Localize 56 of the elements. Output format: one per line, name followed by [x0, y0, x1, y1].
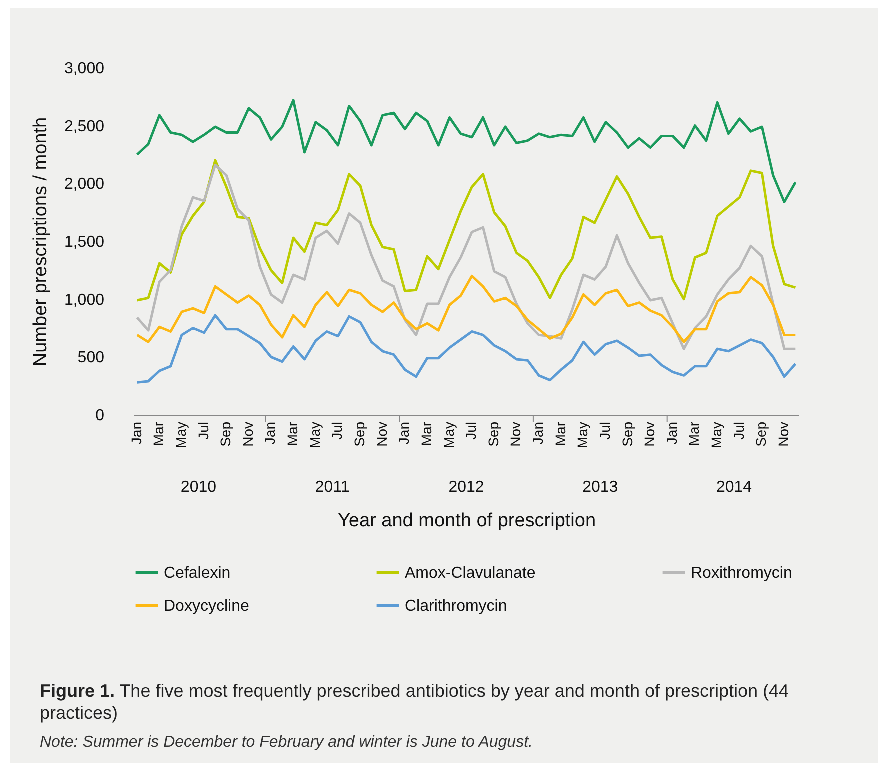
x-tick-label: Mar	[686, 422, 702, 446]
x-tick-label: Nov	[508, 422, 524, 447]
legend-label: Clarithromycin	[405, 598, 508, 615]
x-tick-label: Jul	[463, 422, 480, 440]
x-tick-label: Nov	[240, 422, 256, 447]
x-tick-label: Mar	[150, 422, 167, 446]
legend-label: Amox-Clavulanate	[405, 565, 536, 582]
x-tick-label: Sep	[352, 422, 368, 447]
x-tick-label: Jan	[262, 422, 278, 445]
text: Note: Summer is December to February and winter is June to August.	[40, 734, 533, 752]
x-tick-label: Jul	[195, 422, 212, 440]
x-tick-label: May	[440, 422, 457, 448]
text: 2010	[180, 479, 217, 496]
line-series	[136, 164, 797, 350]
x-tick-label: Jan	[530, 422, 546, 445]
y-tick-label: 0	[96, 408, 105, 424]
x-tick-label: Nov	[374, 422, 390, 447]
y-tick-label: 500	[78, 350, 105, 367]
text: 2014	[716, 479, 752, 496]
x-tick-label: Mar	[552, 422, 568, 446]
y-tick-label: 1,000	[64, 292, 105, 309]
y-tick-label: 3,000	[64, 60, 105, 78]
x-tick-label: Sep	[753, 422, 770, 447]
x-tick-label: Jul	[329, 422, 346, 440]
legend-label: Cefalexin	[164, 565, 231, 582]
y-axis-title: Number prescriptions / month	[30, 117, 52, 367]
x-tick-label: Sep	[218, 422, 234, 447]
y-tick-label: 1,500	[64, 234, 105, 251]
x-tick-label: May	[306, 422, 323, 448]
x-tick-label: Mar	[418, 422, 434, 446]
line-series	[136, 314, 797, 384]
text: 2013	[582, 479, 618, 496]
x-tick-label: Sep	[485, 422, 502, 447]
x-tick-label: Jul	[596, 422, 613, 440]
y-tick-label: 2,000	[64, 176, 105, 194]
text: 2012	[448, 479, 484, 496]
x-tick-label: Jan	[396, 422, 412, 445]
line-series	[136, 274, 797, 344]
x-tick-label: May	[574, 422, 591, 448]
x-tick-label: Sep	[619, 422, 636, 447]
legend-label: Roxithromycin	[691, 565, 792, 582]
x-tick-label: Mar	[284, 422, 301, 446]
x-tick-label: Nov	[642, 422, 658, 447]
line-series	[136, 159, 797, 302]
legend-label: Doxycycline	[164, 598, 250, 615]
x-tick-label: Jan	[664, 422, 680, 445]
text: 2011	[315, 479, 350, 496]
x-tick-label: Jul	[730, 422, 747, 440]
line-series	[136, 99, 797, 204]
x-tick-label: May	[708, 422, 725, 448]
x-tick-label: Nov	[775, 422, 792, 447]
text: Figure 1. The five most frequently prescribed antibiotics by year and month of prescription (44 practices)	[40, 680, 790, 724]
y-tick-label: 2,500	[64, 118, 105, 136]
x-tick-label: Jan	[128, 422, 144, 445]
x-axis-title: Year and month of prescription	[338, 510, 596, 532]
x-tick-label: May	[172, 422, 189, 448]
